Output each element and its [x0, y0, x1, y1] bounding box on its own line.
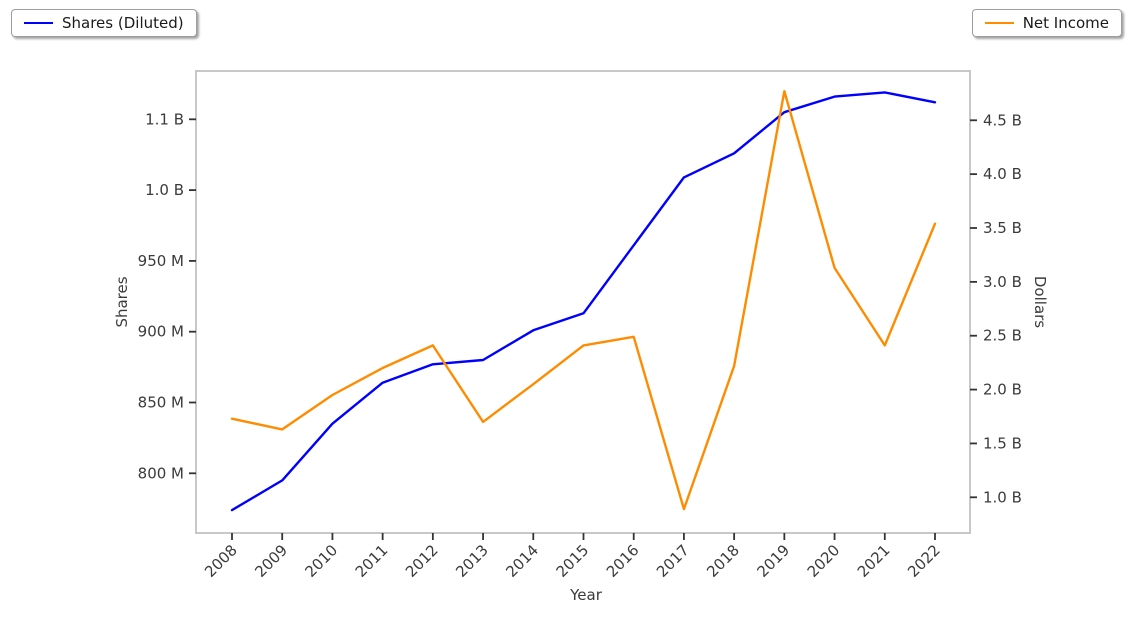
x-axis-tick-label: 2015	[553, 541, 593, 581]
net-income-legend-line-icon	[984, 22, 1014, 24]
legend-shares: Shares (Diluted)	[11, 9, 197, 37]
left-axis-tick-label: 1.0 B	[145, 181, 184, 199]
right-axis-tick-label: 4.0 B	[983, 165, 1022, 183]
plot-area	[195, 70, 971, 534]
x-axis-title: Year	[570, 586, 602, 604]
x-axis-tick-label: 2018	[703, 541, 743, 581]
legend-net-income: Net Income	[971, 9, 1122, 37]
right-axis-tick-label: 1.5 B	[983, 434, 1022, 452]
right-axis-tick-label: 1.0 B	[983, 488, 1022, 506]
left-axis-title: Shares	[113, 276, 131, 328]
net-income-line	[230, 89, 937, 511]
shares-legend-line-icon	[24, 22, 53, 24]
x-axis-tick-label: 2009	[251, 541, 291, 581]
left-axis-tick-label: 800 M	[138, 464, 184, 482]
right-axis-tick-label: 3.0 B	[983, 273, 1022, 291]
x-axis-tick-label: 2020	[804, 541, 844, 581]
x-axis-tick-label: 2008	[201, 541, 241, 581]
shares-legend-label: Shares (Diluted)	[62, 14, 184, 32]
x-axis-tick-label: 2022	[904, 541, 944, 581]
left-axis-tick-label: 1.1 B	[145, 110, 184, 128]
x-axis-tick-label: 2012	[402, 541, 442, 581]
right-axis-tick-label: 3.5 B	[983, 219, 1022, 237]
x-axis-tick-label: 2013	[452, 541, 492, 581]
left-axis-tick-label: 950 M	[138, 252, 184, 270]
left-axis-tick-label: 900 M	[138, 323, 184, 341]
x-axis-tick-label: 2017	[653, 541, 693, 581]
right-axis-tick-label: 4.5 B	[983, 111, 1022, 129]
right-axis-tick-label: 2.0 B	[983, 381, 1022, 399]
shares-diluted-line	[230, 91, 937, 512]
x-axis-tick-label: 2016	[603, 541, 643, 581]
x-axis-tick-label: 2014	[502, 541, 542, 581]
x-axis-tick-label: 2010	[302, 541, 342, 581]
right-axis-tick-label: 2.5 B	[983, 327, 1022, 345]
x-axis-tick-label: 2021	[854, 541, 894, 581]
x-axis-tick-label: 2019	[753, 541, 793, 581]
left-axis-tick-label: 850 M	[138, 394, 184, 412]
net-income-legend-label: Net Income	[1022, 14, 1109, 32]
x-axis-tick-label: 2011	[352, 541, 392, 581]
right-axis-title: Dollars	[1031, 275, 1049, 329]
